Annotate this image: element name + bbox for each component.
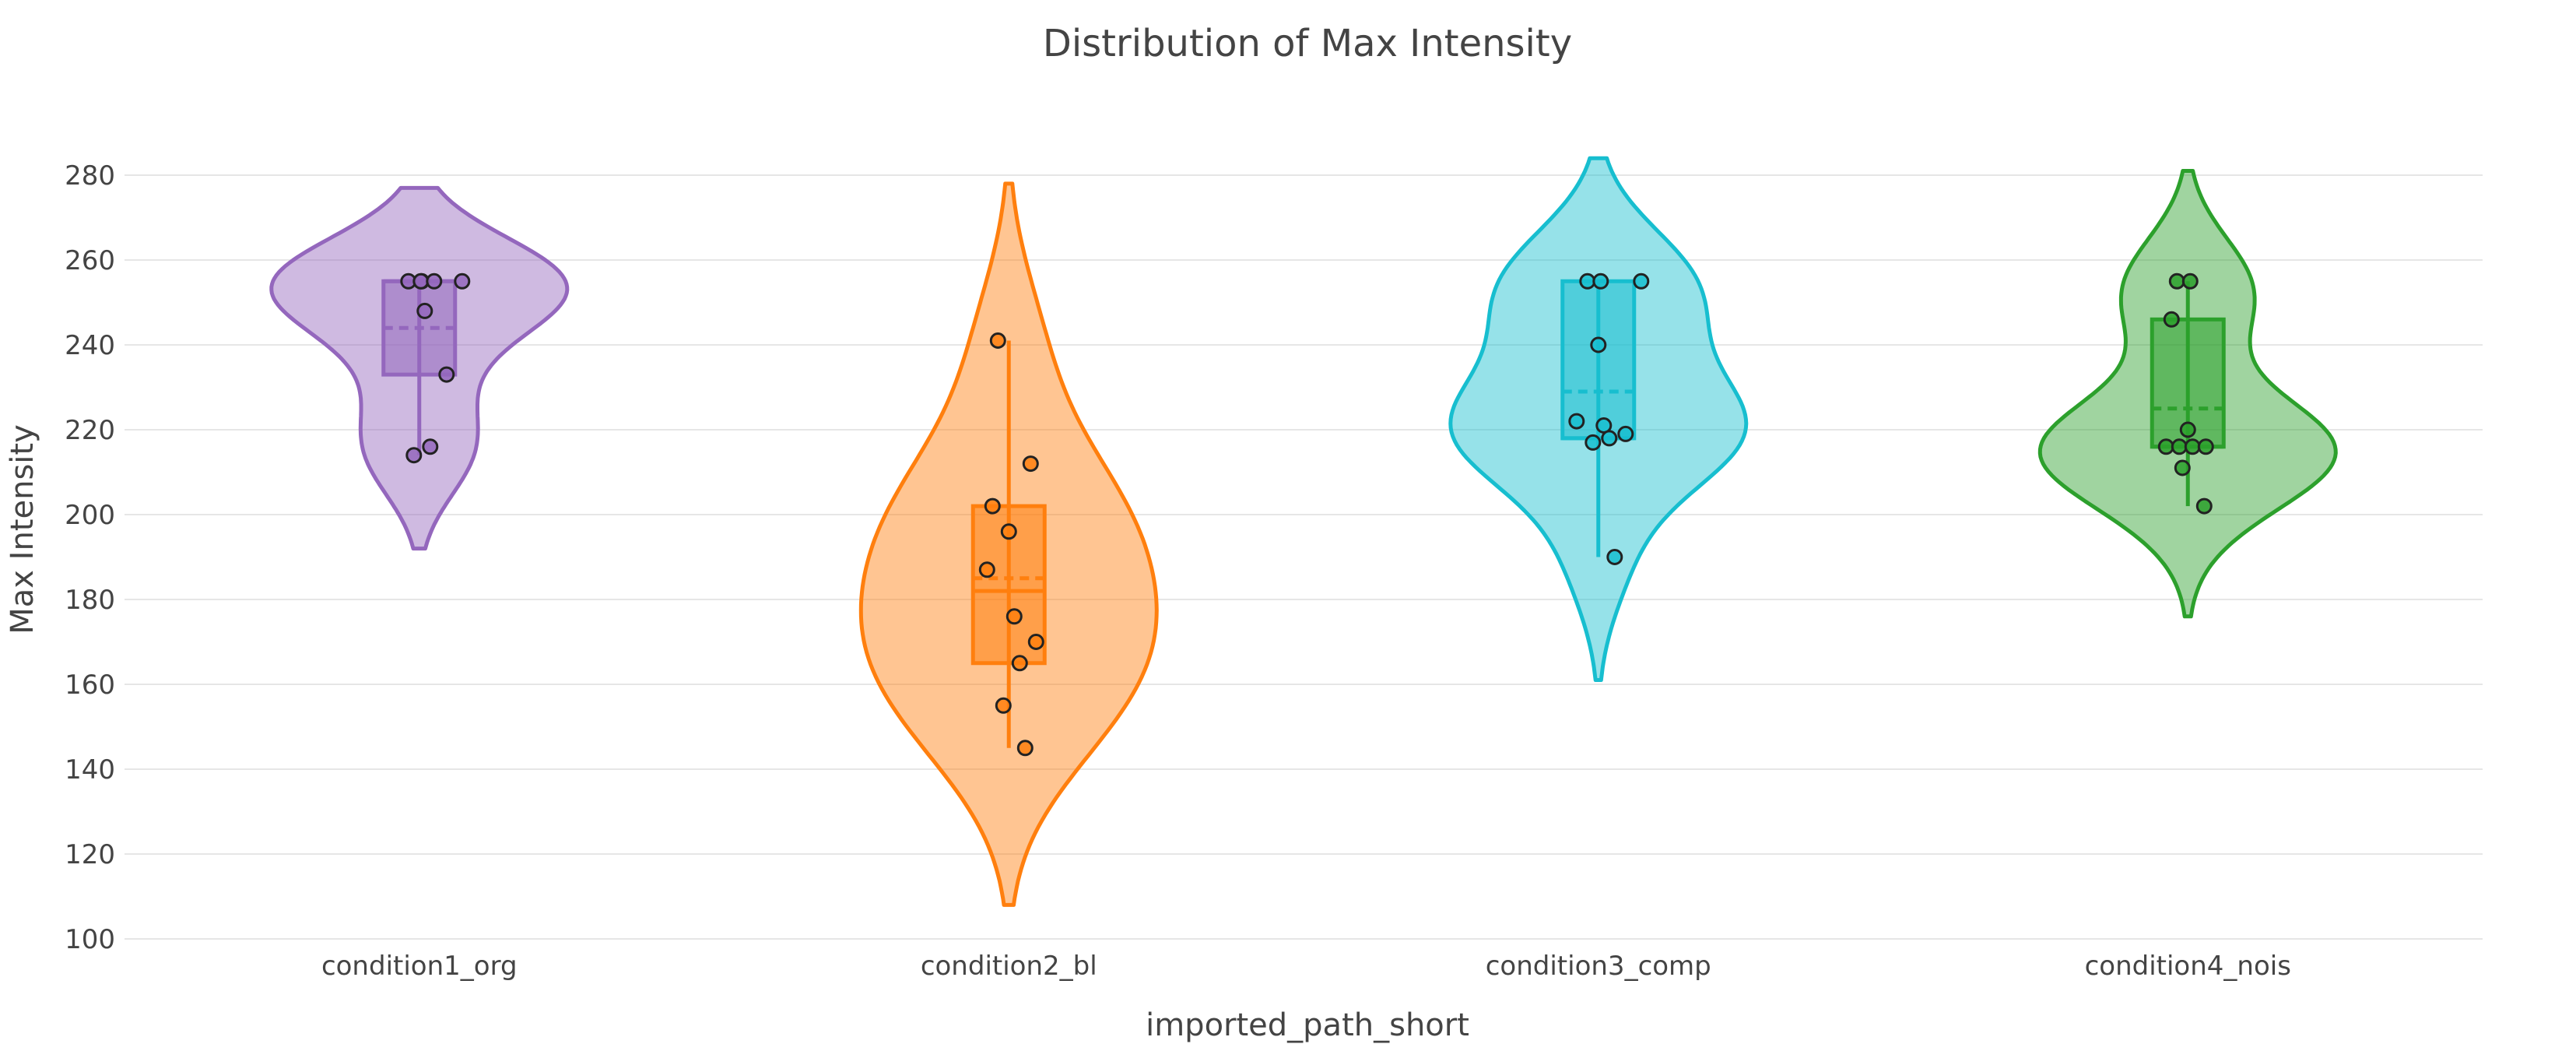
data-point	[2168, 272, 2185, 290]
data-point	[995, 697, 1012, 714]
data-point	[426, 272, 443, 290]
x-tick-label: condition4_nois	[2085, 951, 2291, 982]
data-point	[2197, 438, 2214, 455]
gridlines	[125, 174, 2483, 940]
axis-ticks: 100 120 140 160 180 200 220 240 260 280 condition1…	[65, 160, 2291, 982]
violin-condition1_org	[269, 185, 570, 551]
data-point	[438, 366, 455, 383]
y-tick-label: 260	[65, 245, 115, 276]
y-tick-label: 180	[65, 585, 115, 616]
data-point	[1590, 336, 1607, 353]
violins	[269, 156, 2338, 907]
data-point	[2195, 497, 2213, 515]
data-point	[1601, 430, 1618, 447]
chart-title: Distribution of Max Intensity	[1043, 22, 1572, 65]
violin-condition3_comp	[1448, 156, 1749, 682]
x-axis-label: imported_path_short	[1146, 1007, 1469, 1043]
x-tick-label: condition2_bl	[921, 951, 1097, 982]
data-point	[2163, 311, 2180, 328]
data-point	[422, 438, 439, 455]
data-point	[2184, 438, 2201, 455]
data-point	[2174, 459, 2191, 476]
data-point	[1633, 272, 1650, 290]
data-point	[2181, 272, 2199, 290]
data-point	[1592, 272, 1609, 290]
data-point	[1016, 740, 1034, 757]
data-point	[978, 561, 995, 578]
data-point	[2171, 438, 2188, 455]
data-point	[1606, 549, 1623, 565]
data-point	[1011, 655, 1028, 672]
data-point	[1000, 523, 1017, 540]
data-point	[1617, 425, 1634, 442]
y-tick-label: 220	[65, 415, 115, 446]
data-point	[1585, 434, 1602, 451]
data-point	[1568, 413, 1585, 430]
data-point	[2179, 421, 2196, 438]
data-point	[416, 302, 433, 319]
data-point	[1022, 455, 1039, 473]
data-point	[1005, 608, 1023, 625]
y-tick-label: 120	[65, 839, 115, 870]
data-point	[412, 272, 430, 290]
box-iqr	[1560, 279, 1637, 441]
y-tick-label: 160	[65, 670, 115, 701]
data-point	[984, 497, 1001, 515]
data-point	[989, 332, 1006, 349]
violin-condition4_nois	[2037, 169, 2338, 619]
data-point	[405, 447, 423, 464]
y-tick-label: 280	[65, 160, 115, 192]
y-tick-label: 240	[65, 330, 115, 361]
y-axis-label: Max Intensity	[5, 424, 40, 634]
data-point	[454, 272, 471, 290]
y-tick-label: 200	[65, 500, 115, 531]
y-tick-label: 140	[65, 754, 115, 786]
data-point	[1579, 272, 1596, 290]
x-tick-label: condition3_comp	[1486, 951, 1711, 982]
x-tick-label: condition1_org	[321, 951, 518, 982]
y-tick-label: 100	[65, 924, 115, 955]
violin-condition2_bl	[858, 181, 1159, 907]
data-point	[1027, 634, 1044, 650]
data-point	[2157, 438, 2174, 455]
